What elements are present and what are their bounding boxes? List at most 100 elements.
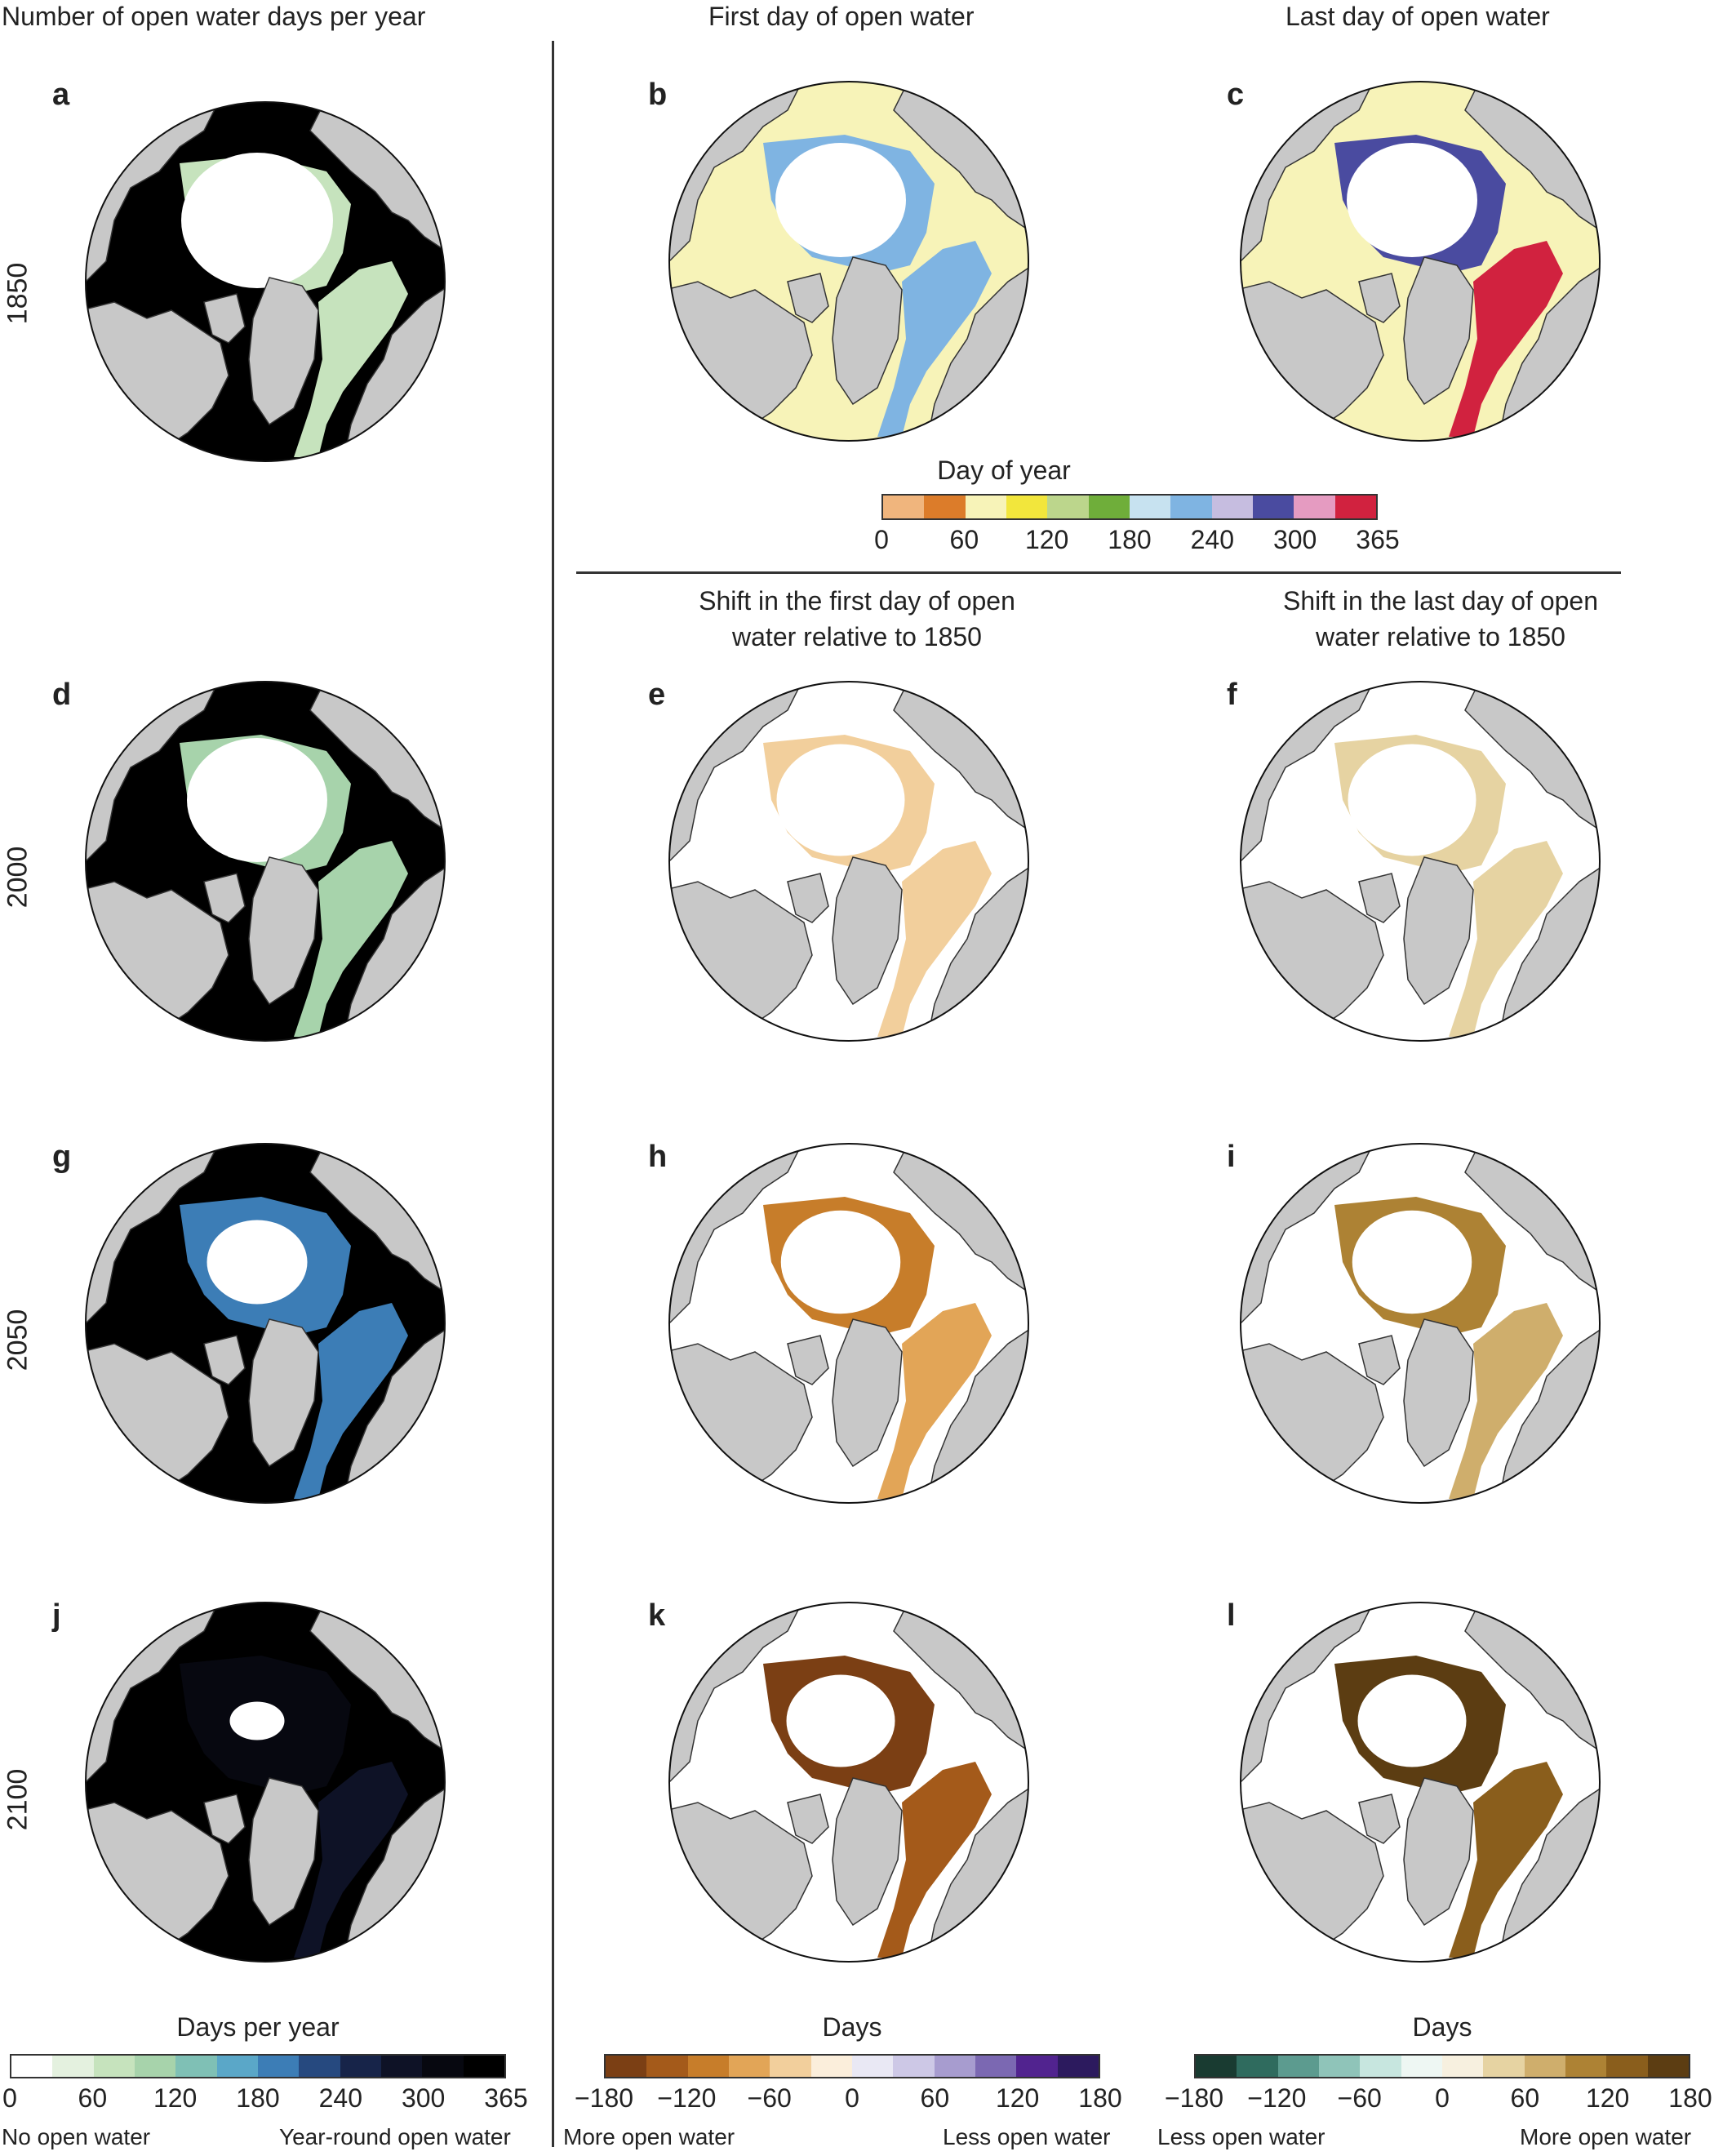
colorbar-tick-label: 120 [1024, 525, 1069, 554]
sea-ice-area [229, 1701, 285, 1740]
sea-region [877, 841, 992, 1037]
colorbar-tick-label: 60 [949, 525, 979, 554]
colorbar-tick-label: 300 [1272, 525, 1317, 554]
map-frame [85, 681, 446, 1042]
sea-ice-area [1347, 143, 1477, 257]
land-mass [248, 1318, 319, 1468]
map-panel-c [1240, 81, 1601, 442]
colorbar-tick-label: −120 [657, 2083, 717, 2113]
sea-region [294, 841, 408, 1037]
land-mass [832, 256, 903, 406]
colorbar-swatch [380, 2056, 423, 2077]
sea-region [1449, 1303, 1563, 1499]
colorbar-swatch [1196, 2056, 1237, 2077]
colorbar-swatch [340, 2056, 381, 2077]
colorbar-shift-last-title: Days [1412, 2012, 1472, 2042]
colorbar-swatch [606, 2056, 647, 2077]
panel-letter-b: b [648, 78, 668, 112]
colorbar-swatch [422, 2056, 464, 2077]
colorbar-swatch [965, 496, 1006, 518]
land-mass [832, 1777, 903, 1927]
colorbar-tick-label: 180 [1108, 525, 1152, 554]
colorbar-tick-label: 120 [995, 2083, 1040, 2113]
colorbar-swatch [1441, 2056, 1484, 2077]
land-mass [1403, 1777, 1474, 1927]
colorbar-swatch [770, 2056, 811, 2077]
colorbar-tick-label: 180 [1078, 2083, 1122, 2113]
map-panel-g [85, 1143, 446, 1504]
map-frame [1240, 681, 1601, 1042]
sea-ice-area [776, 744, 905, 856]
map-panel-j [85, 1602, 446, 1963]
sea-region [877, 241, 992, 437]
sea-region [877, 1303, 992, 1499]
colorbar-tick-label: 60 [78, 2083, 108, 2113]
year-label-2100: 2100 [2, 1768, 33, 1831]
colorbar-tick-label: 60 [920, 2083, 950, 2113]
land-mass [1403, 1318, 1474, 1468]
map-frame [1240, 81, 1601, 442]
panel-letter-l: l [1227, 1598, 1236, 1633]
colorbar-tick-label: 120 [1585, 2083, 1630, 2113]
colorbar-swatch [1088, 496, 1130, 518]
colorbar-swatch [687, 2056, 729, 2077]
colorbar-tick-label: −120 [1247, 2083, 1307, 2113]
sea-region [294, 261, 408, 457]
colorbar-swatch [1360, 2056, 1401, 2077]
colorbar-shift-first-left-label: More open water [563, 2124, 735, 2149]
colorbar-swatch [1057, 2056, 1099, 2077]
panel-letter-c: c [1227, 78, 1245, 112]
sea-ice-area [1348, 744, 1476, 856]
col3-title: Last day of open water [1286, 2, 1550, 31]
col3-shift-title-line1: Shift in the last day of open [1282, 586, 1599, 616]
land-mass [203, 873, 246, 923]
panel-letter-h: h [648, 1140, 668, 1174]
colorbar-swatch [1401, 2056, 1442, 2077]
sea-region [1449, 1762, 1563, 1958]
colorbar-swatch [1318, 2056, 1361, 2077]
land-mass [787, 273, 829, 323]
colorbar-tick-label: −60 [1337, 2083, 1382, 2113]
map-frame [1240, 1602, 1601, 1963]
land-mass [832, 1318, 903, 1468]
land-mass [203, 1335, 246, 1385]
colorbar-tick-label: 180 [1668, 2083, 1712, 2113]
colorbar-swatch [1334, 496, 1376, 518]
map-panel-k [668, 1602, 1029, 1963]
panel-letter-f: f [1227, 678, 1237, 712]
land-mass [787, 873, 829, 923]
colorbar-tick-label: 365 [1356, 525, 1400, 554]
colorbar-tick-label: −60 [747, 2083, 792, 2113]
colorbar-swatch [851, 2056, 894, 2077]
year-label-2050: 2050 [2, 1309, 33, 1371]
horizontal-divider [576, 571, 1621, 574]
colorbar-swatch [134, 2056, 176, 2077]
colorbar-swatch [1524, 2056, 1565, 2077]
colorbar-swatch [893, 2056, 935, 2077]
panel-letter-d: d [52, 678, 72, 712]
colorbar-shift-last [1194, 2054, 1690, 2078]
col1-title: Number of open water days per year [2, 2, 426, 31]
colorbar-swatch [1565, 2056, 1607, 2077]
colorbar-shift-first-title: Days [822, 2012, 882, 2042]
colorbar-tick-label: −180 [574, 2083, 634, 2113]
colorbar-shift-last-right-label: More open water [1520, 2124, 1692, 2149]
sea-region [294, 1762, 408, 1958]
colorbar-tick-label: 0 [845, 2083, 859, 2113]
land-mass [787, 1335, 829, 1385]
sea-region [877, 1762, 992, 1958]
map-frame [1240, 1143, 1601, 1504]
colorbar-swatch [646, 2056, 688, 2077]
colorbar-swatch [728, 2056, 770, 2077]
colorbar-tick-label: 60 [1510, 2083, 1540, 2113]
panel-letter-i: i [1227, 1140, 1236, 1174]
colorbar-tick-label: 0 [2, 2083, 17, 2113]
map-panel-e [668, 681, 1029, 1042]
colorbar-tick-label: 120 [153, 2083, 198, 2113]
colorbar-shift-first [604, 2054, 1100, 2078]
land-mass [787, 1794, 829, 1844]
sea-ice-area [786, 1674, 895, 1767]
colorbar-tick-label: −180 [1164, 2083, 1224, 2113]
colorbar-swatch [52, 2056, 94, 2077]
colorbar-swatch [299, 2056, 340, 2077]
